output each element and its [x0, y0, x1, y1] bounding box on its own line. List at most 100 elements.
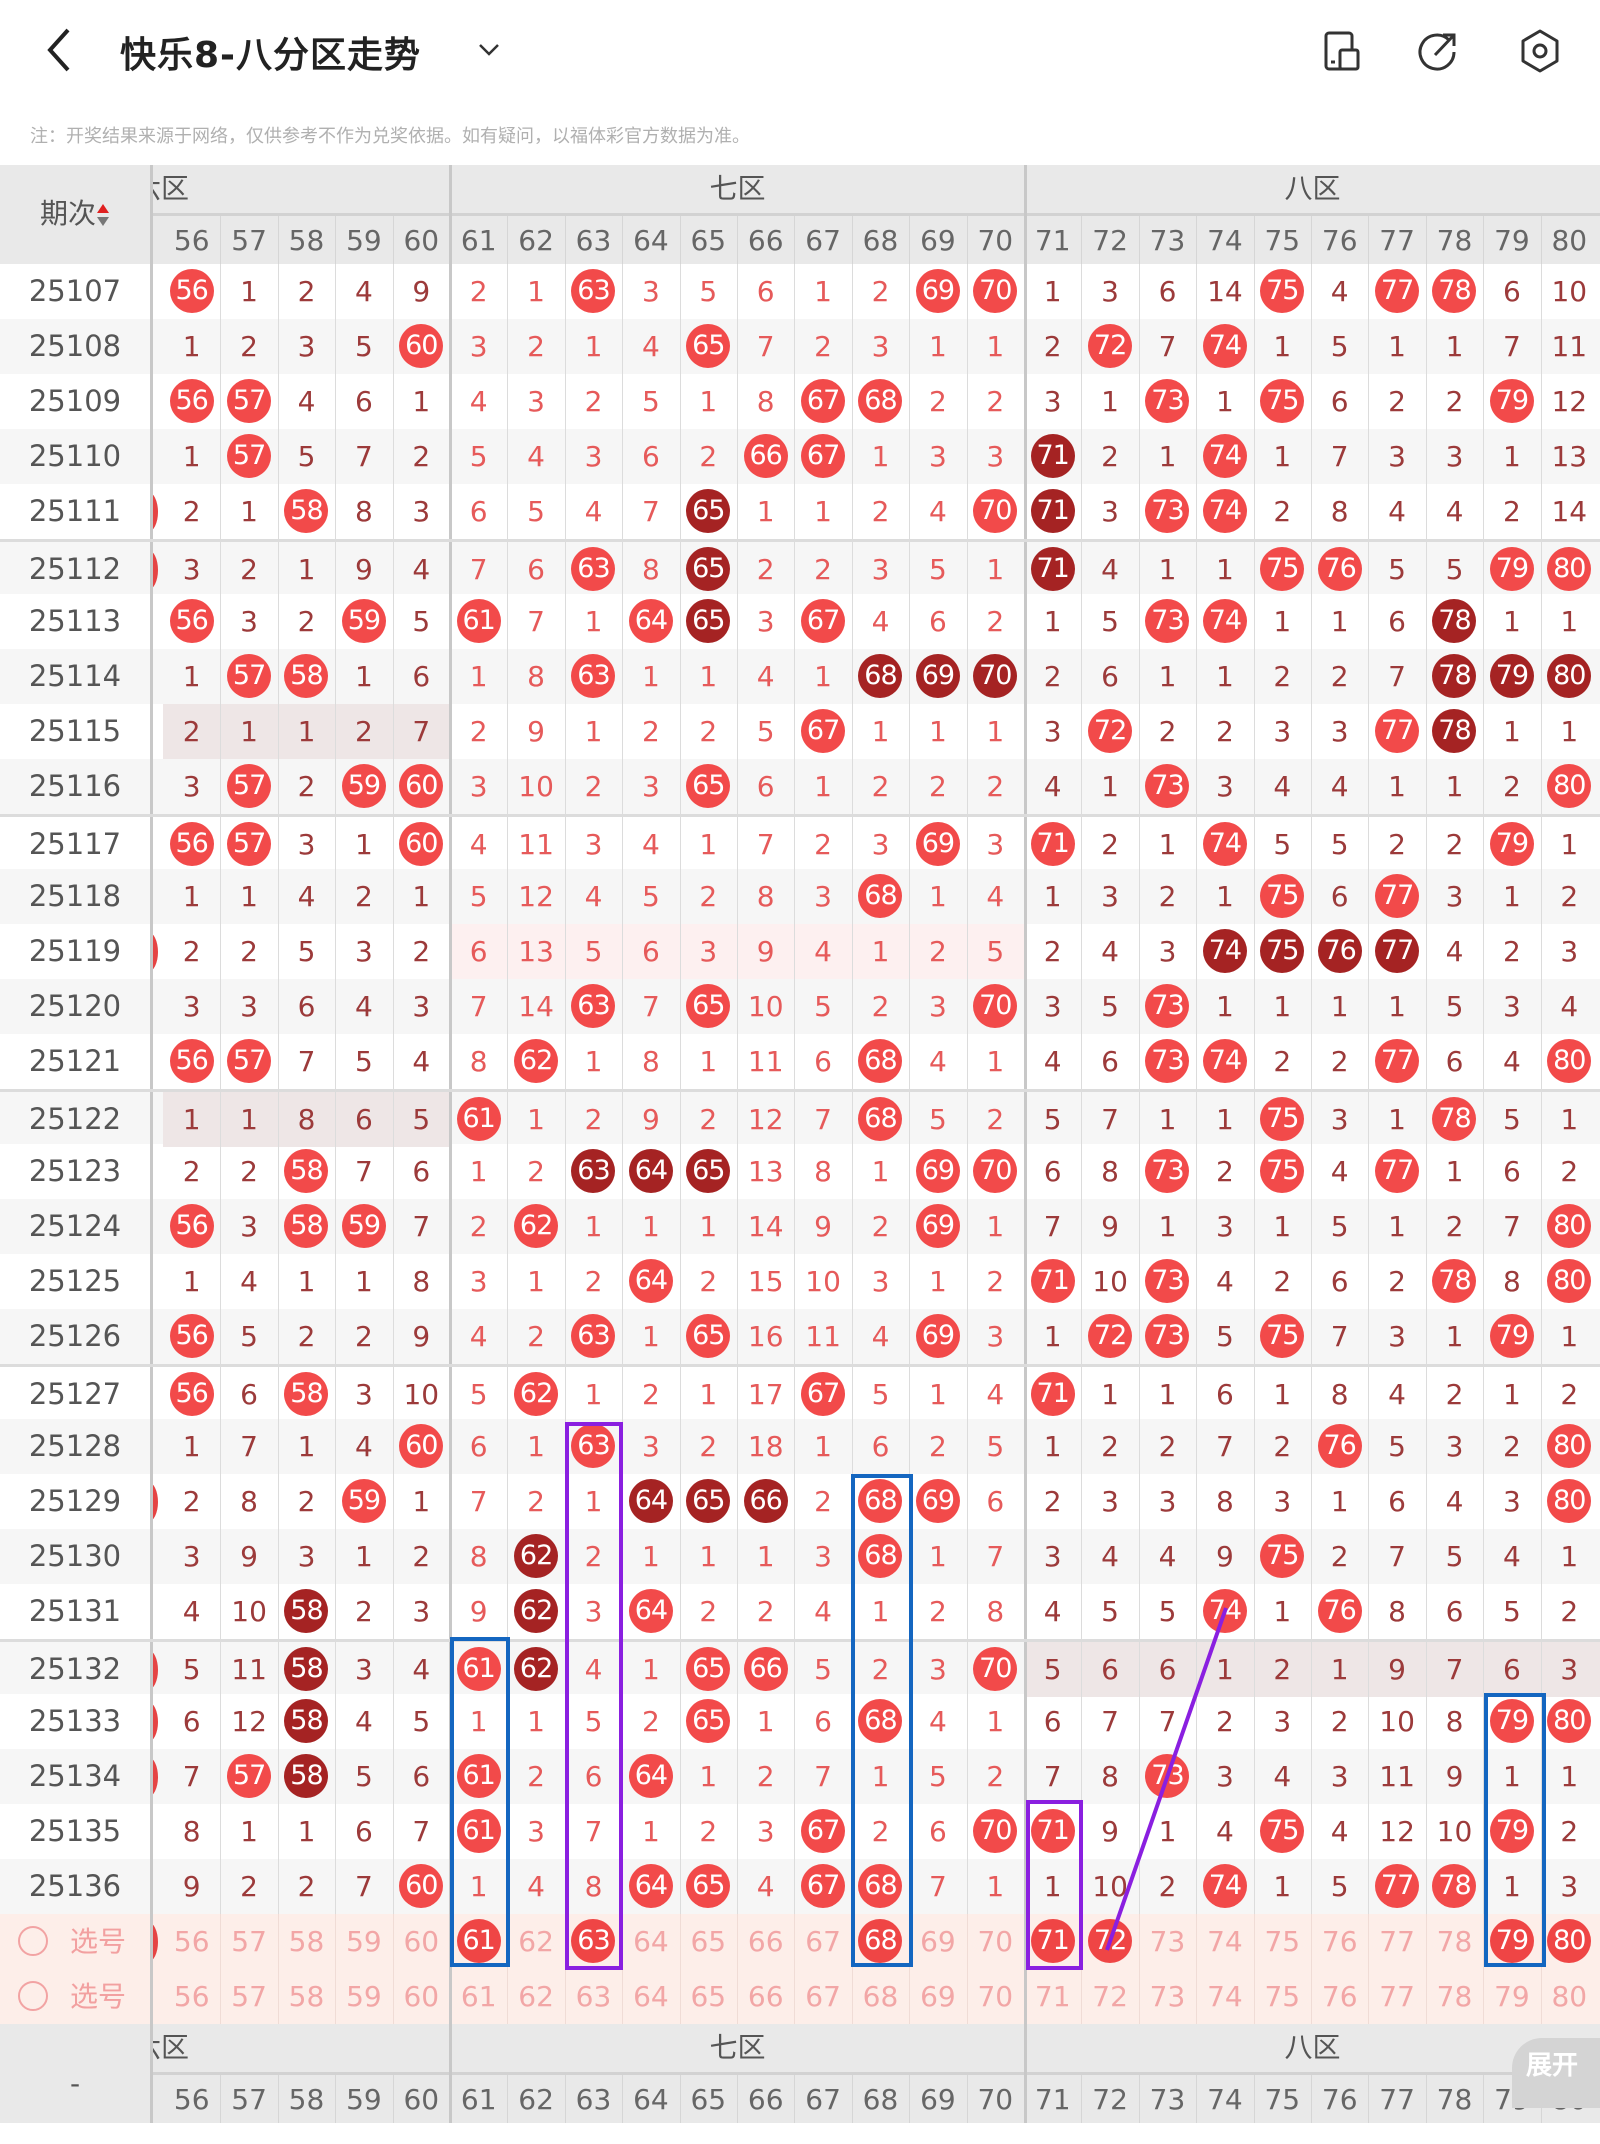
share-icon[interactable] [1413, 26, 1463, 76]
select-number-66[interactable]: 66 [747, 1980, 784, 2013]
select-number-73[interactable]: 73 [1149, 1980, 1186, 2013]
column-header-68[interactable]: 68 [862, 224, 899, 257]
select-number-74[interactable]: 74 [1207, 1980, 1243, 2013]
select-number-80[interactable]: 80 [1551, 1980, 1588, 2013]
column-header-62[interactable]: 62 [518, 224, 554, 257]
period-sort-header[interactable]: 期次 [0, 165, 150, 263]
column-header-74[interactable]: 74 [1207, 224, 1243, 257]
column-header-76[interactable]: 76 [1321, 2083, 1358, 2116]
column-header-77[interactable]: 77 [1379, 224, 1415, 257]
select-number-78[interactable]: 78 [1436, 1925, 1473, 1958]
column-header-56[interactable]: 56 [173, 224, 210, 257]
column-header-66[interactable]: 66 [747, 224, 784, 257]
select-number-64[interactable]: 64 [633, 1980, 669, 2013]
select-number-58[interactable]: 58 [288, 1925, 325, 1958]
column-header-77[interactable]: 77 [1379, 2083, 1415, 2116]
column-header-57[interactable]: 57 [231, 224, 267, 257]
select-number-71[interactable]: 71 [1024, 1914, 1081, 1969]
select-number-78[interactable]: 78 [1436, 1980, 1473, 2013]
column-header-63[interactable]: 63 [575, 224, 612, 257]
column-header-64[interactable]: 64 [633, 2083, 669, 2116]
column-header-70[interactable]: 70 [977, 224, 1014, 257]
column-header-64[interactable]: 64 [633, 224, 669, 257]
column-header-66[interactable]: 66 [747, 2083, 784, 2116]
column-header-73[interactable]: 73 [1149, 2083, 1186, 2116]
column-header-76[interactable]: 76 [1321, 224, 1358, 257]
select-number-67[interactable]: 67 [805, 1925, 841, 1958]
column-header-72[interactable]: 72 [1092, 2083, 1128, 2116]
column-header-61[interactable]: 61 [460, 224, 497, 257]
select-number-65[interactable]: 65 [690, 1980, 727, 2013]
select-number-70[interactable]: 70 [977, 1925, 1014, 1958]
select-number-68[interactable]: 68 [862, 1980, 899, 2013]
column-header-60[interactable]: 60 [403, 2083, 440, 2116]
select-number-56[interactable]: 56 [173, 1925, 210, 1958]
select-number-65[interactable]: 65 [690, 1925, 727, 1958]
select-number-57[interactable]: 57 [231, 1980, 267, 2013]
select-number-70[interactable]: 70 [977, 1980, 1014, 2013]
select-number-76[interactable]: 76 [1321, 1980, 1358, 2013]
select-number-61[interactable]: 61 [450, 1914, 507, 1969]
column-header-73[interactable]: 73 [1149, 224, 1186, 257]
column-header-69[interactable]: 69 [920, 2083, 956, 2116]
column-header-67[interactable]: 67 [805, 2083, 841, 2116]
column-header-58[interactable]: 58 [288, 2083, 325, 2116]
select-number-77[interactable]: 77 [1379, 1980, 1415, 2013]
select-number-71[interactable]: 71 [1034, 1980, 1071, 2013]
expand-button[interactable]: 展开 [1512, 2038, 1600, 2108]
select-number-58[interactable]: 58 [288, 1980, 325, 2013]
column-header-60[interactable]: 60 [403, 224, 440, 257]
select-number-63[interactable]: 63 [565, 1914, 622, 1969]
column-header-78[interactable]: 78 [1436, 224, 1473, 257]
select-radio[interactable] [18, 1926, 48, 1956]
column-header-72[interactable]: 72 [1092, 224, 1128, 257]
select-number-77[interactable]: 77 [1379, 1925, 1415, 1958]
column-header-63[interactable]: 63 [575, 2083, 612, 2116]
select-number-60[interactable]: 60 [403, 1980, 440, 2013]
select-number-75[interactable]: 75 [1264, 1980, 1301, 2013]
phone-layout-icon[interactable] [1318, 26, 1368, 76]
select-number-76[interactable]: 76 [1321, 1925, 1358, 1958]
chevron-down-icon[interactable] [474, 34, 504, 64]
select-number-79[interactable]: 79 [1494, 1980, 1530, 2013]
select-number-79[interactable]: 79 [1483, 1914, 1540, 1969]
back-arrow-icon[interactable] [40, 22, 80, 78]
select-number-67[interactable]: 67 [805, 1980, 841, 2013]
select-number-72[interactable]: 72 [1092, 1980, 1128, 2013]
select-number-69[interactable]: 69 [920, 1925, 956, 1958]
column-header-67[interactable]: 67 [805, 224, 841, 257]
column-header-75[interactable]: 75 [1264, 2083, 1301, 2116]
column-header-58[interactable]: 58 [288, 224, 325, 257]
select-number-72[interactable]: 72 [1081, 1914, 1138, 1969]
column-header-68[interactable]: 68 [862, 2083, 899, 2116]
page-title[interactable]: 快乐8-八分区走势 [120, 35, 421, 76]
column-header-65[interactable]: 65 [690, 224, 727, 257]
select-number-61[interactable]: 61 [460, 1980, 497, 2013]
select-number-62[interactable]: 62 [518, 1925, 554, 1958]
select-number-69[interactable]: 69 [920, 1980, 956, 2013]
column-header-59[interactable]: 59 [346, 224, 382, 257]
column-header-61[interactable]: 61 [460, 2083, 497, 2116]
column-header-75[interactable]: 75 [1264, 224, 1301, 257]
settings-icon[interactable] [1515, 26, 1565, 76]
column-header-65[interactable]: 65 [690, 2083, 727, 2116]
select-radio[interactable] [18, 1981, 48, 2011]
select-number-80[interactable]: 80 [1541, 1914, 1598, 1969]
column-header-74[interactable]: 74 [1207, 2083, 1243, 2116]
column-header-62[interactable]: 62 [518, 2083, 554, 2116]
select-number-75[interactable]: 75 [1264, 1925, 1301, 1958]
column-header-79[interactable]: 79 [1494, 224, 1530, 257]
column-header-78[interactable]: 78 [1436, 2083, 1473, 2116]
column-header-69[interactable]: 69 [920, 224, 956, 257]
column-header-71[interactable]: 71 [1034, 2083, 1071, 2116]
column-header-59[interactable]: 59 [346, 2083, 382, 2116]
column-header-57[interactable]: 57 [231, 2083, 267, 2116]
select-number-64[interactable]: 64 [633, 1925, 669, 1958]
select-number-68[interactable]: 68 [852, 1914, 909, 1969]
select-number-59[interactable]: 59 [346, 1925, 382, 1958]
column-header-71[interactable]: 71 [1034, 224, 1071, 257]
select-number-66[interactable]: 66 [747, 1925, 784, 1958]
select-number-59[interactable]: 59 [346, 1980, 382, 2013]
select-number-73[interactable]: 73 [1149, 1925, 1186, 1958]
column-header-70[interactable]: 70 [977, 2083, 1014, 2116]
